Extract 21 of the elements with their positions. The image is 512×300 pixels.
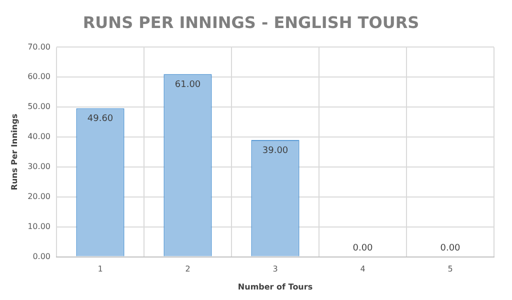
y-tick-label: 0.00 xyxy=(32,252,50,261)
y-tick-label: 40.00 xyxy=(28,132,50,142)
x-tick-label: 5 xyxy=(448,264,453,274)
data-label: 49.60 xyxy=(87,114,114,124)
data-label: 0.00 xyxy=(352,244,374,254)
x-tick-label: 3 xyxy=(272,264,278,274)
chart-title: RUNS PER INNINGS - ENGLISH TOURS xyxy=(82,12,420,32)
y-tick-label: 10.00 xyxy=(28,222,50,231)
y-tick-label: 60.00 xyxy=(28,72,50,82)
data-label: 0.00 xyxy=(440,244,461,254)
x-tick-label: 1 xyxy=(98,264,103,274)
data-label: 61.00 xyxy=(174,80,201,90)
y-tick-label: 70.00 xyxy=(28,42,50,52)
y-tick-label: 20.00 xyxy=(28,192,50,201)
data-label: 39.00 xyxy=(262,146,288,156)
x-tick-label: 4 xyxy=(360,264,366,274)
y-tick-label: 30.00 xyxy=(28,162,50,172)
x-axis-title: Number of Tours xyxy=(238,282,313,292)
y-axis-title: Runs Per Innings xyxy=(10,114,19,190)
y-tick-label: 50.00 xyxy=(28,102,50,112)
x-tick-label: 2 xyxy=(185,264,190,274)
